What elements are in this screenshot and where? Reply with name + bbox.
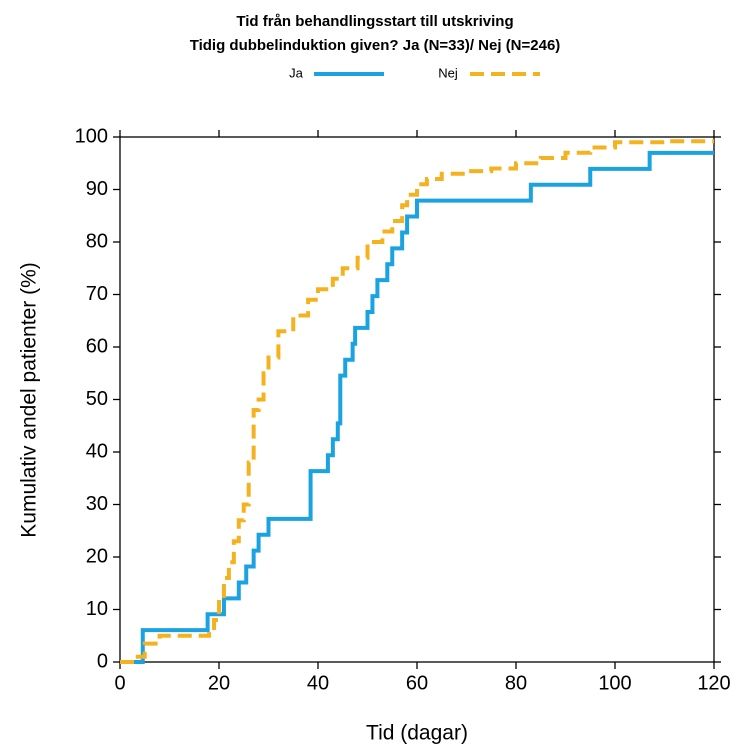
chart-subtitle: Tidig dubbelinduktion given? Ja (N=33)/ … xyxy=(190,37,561,54)
step-line xyxy=(120,139,714,664)
y-tick-label: 40 xyxy=(86,440,108,462)
y-tick-label: 10 xyxy=(86,598,108,620)
x-tick-label: 0 xyxy=(114,672,125,694)
x-tick-label: 60 xyxy=(406,672,428,694)
x-tick-label: 80 xyxy=(505,672,527,694)
x-tick-label: 20 xyxy=(208,672,230,694)
y-tick-label: 70 xyxy=(86,283,108,305)
x-axis-label: Tid (dagar) xyxy=(366,722,468,745)
legend-label: Nej xyxy=(438,65,458,80)
y-axis-label: Kumulativ andel patienter (%) xyxy=(18,262,41,537)
y-tick-label: 80 xyxy=(86,230,108,252)
y-tick-label: 90 xyxy=(86,178,108,200)
y-tick-label: 20 xyxy=(86,545,108,567)
x-tick-label: 100 xyxy=(598,672,631,694)
chart-title: Tid från behandlingsstart till utskrivin… xyxy=(236,13,513,30)
y-tick-label: 60 xyxy=(86,335,108,357)
y-tick-label: 100 xyxy=(75,125,108,147)
x-tick-label: 40 xyxy=(307,672,329,694)
legend-label: Ja xyxy=(289,65,304,80)
x-tick-label: 120 xyxy=(697,672,730,694)
y-tick-label: 0 xyxy=(97,650,108,672)
y-tick-label: 50 xyxy=(86,388,108,410)
step-line xyxy=(120,150,714,664)
y-tick-label: 30 xyxy=(86,493,108,515)
